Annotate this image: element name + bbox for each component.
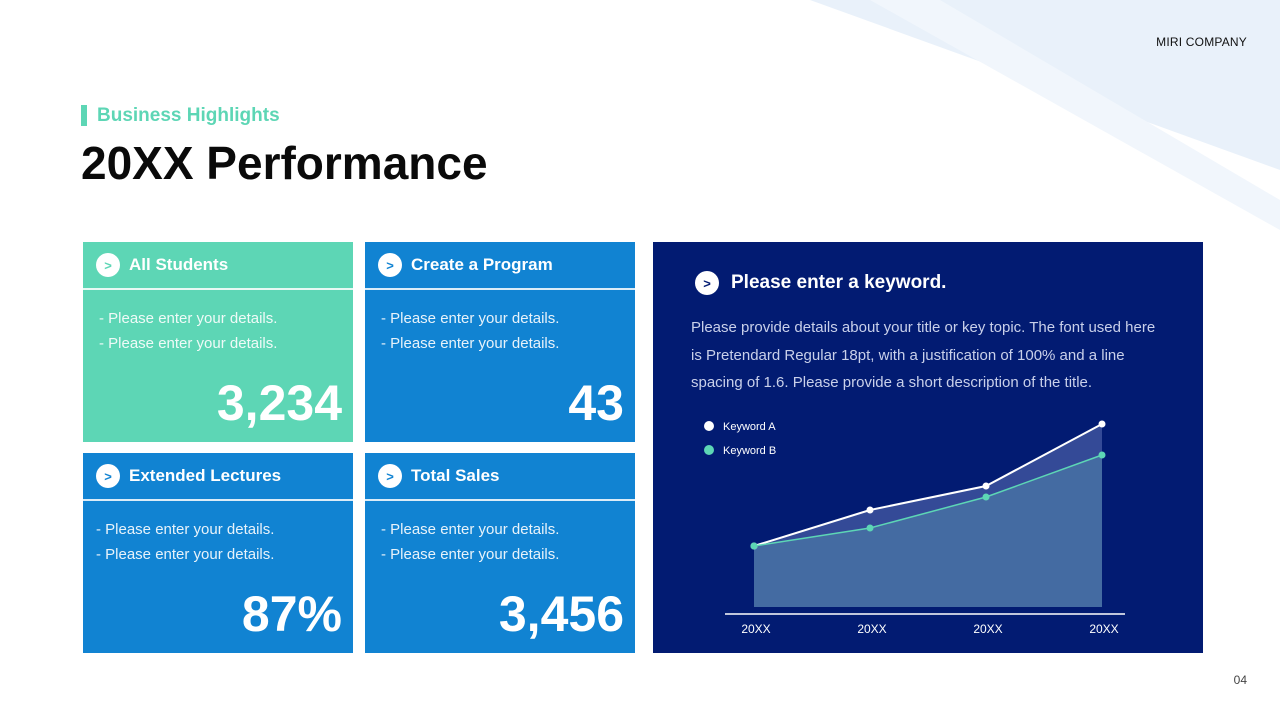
card-all-students: > All Students - Please enter your detail… xyxy=(83,242,353,442)
x-tick-label: 20XX xyxy=(857,622,886,636)
card-detail: - Please enter your details. xyxy=(99,335,278,352)
page-title: 20XX Performance xyxy=(81,137,488,189)
x-tick-label: 20XX xyxy=(741,622,770,636)
card-detail: - Please enter your details. xyxy=(96,546,275,563)
chevron-right-icon: > xyxy=(695,271,719,295)
data-point xyxy=(1098,451,1106,459)
page-number: 04 xyxy=(1233,673,1247,687)
data-point xyxy=(866,506,874,514)
card-value: 43 xyxy=(568,375,624,431)
card-detail: - Please enter your details. xyxy=(381,546,560,563)
data-point xyxy=(982,493,990,501)
data-point xyxy=(750,542,758,550)
card-detail: - Please enter your details. xyxy=(381,335,560,352)
card-title: Total Sales xyxy=(411,466,500,485)
data-point xyxy=(866,524,874,532)
legend-marker xyxy=(704,445,714,455)
series-line xyxy=(753,454,1103,547)
x-tick-label: 20XX xyxy=(1089,622,1118,636)
legend-marker xyxy=(704,421,714,431)
card-value: 3,234 xyxy=(216,375,342,431)
chevron-right-icon: > xyxy=(378,253,402,277)
data-point xyxy=(1098,420,1106,428)
chevron-right-icon: > xyxy=(96,464,120,488)
card-value: 3,456 xyxy=(498,586,624,642)
data-point xyxy=(982,482,990,490)
legend-label: Keyword A xyxy=(723,421,776,433)
legend-label: Keyword B xyxy=(723,445,776,457)
card-title: Extended Lectures xyxy=(129,466,282,485)
chevron-right-icon: > xyxy=(96,253,120,277)
card-detail: - Please enter your details. xyxy=(381,310,560,327)
x-tick-label: 20XX xyxy=(973,622,1002,636)
series-area xyxy=(754,455,1102,607)
chevron-right-icon: > xyxy=(378,464,402,488)
series-line xyxy=(753,423,1103,547)
card-title: All Students xyxy=(129,255,229,274)
card-value: 87% xyxy=(241,586,342,642)
card-detail: - Please enter your details. xyxy=(381,521,560,538)
section-subtitle: Business Highlights xyxy=(81,105,280,126)
card-extended-lectures: > Extended Lectures - Please enter your d… xyxy=(83,453,353,653)
company-name: MIRI COMPANY xyxy=(1156,35,1247,49)
line-area-chart: Keyword A Keyword B 20XX 20XX 20XX 20XX xyxy=(704,420,1125,636)
card-detail: - Please enter your details. xyxy=(96,521,275,538)
card-title: Create a Program xyxy=(411,255,553,274)
card-detail: - Please enter your details. xyxy=(99,310,278,327)
panel-description: Please provide details about your title … xyxy=(691,319,1156,391)
keyword-panel: > Please enter a keyword. Please provide … xyxy=(653,242,1203,653)
card-create-program: > Create a Program - Please enter your de… xyxy=(365,242,635,442)
panel-heading: Please enter a keyword. xyxy=(731,272,947,293)
card-total-sales: > Total Sales - Please enter your details… xyxy=(365,453,635,653)
